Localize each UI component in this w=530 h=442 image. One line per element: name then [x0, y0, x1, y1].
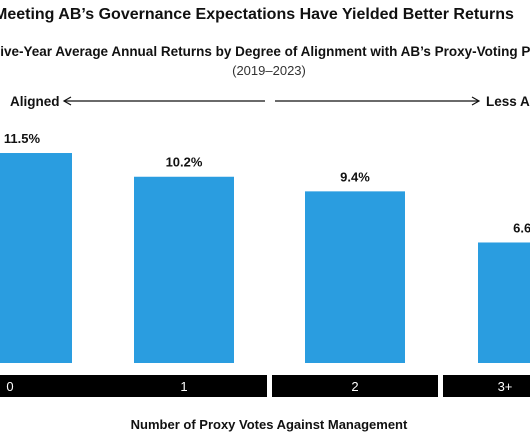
bar-1: [134, 176, 234, 363]
chart-period: (2019–2023): [232, 63, 306, 78]
x-tick-label-2: 2: [351, 379, 358, 394]
x-band-3+: [443, 375, 530, 397]
x-band-2: [272, 375, 438, 397]
bar-2: [305, 191, 405, 363]
x-tick-label-1: 1: [180, 379, 187, 394]
x-band-1: [101, 375, 267, 397]
value-label-0: 11.5%: [4, 131, 41, 146]
x-tick-label-3+: 3+: [498, 379, 513, 394]
value-label-1: 10.2%: [166, 155, 203, 170]
chart-subtitle: Five-Year Average Annual Returns by Degr…: [0, 44, 530, 59]
bar-0: [0, 153, 72, 363]
bar-3+: [478, 242, 530, 363]
chart-title: Meeting AB’s Governance Expectations Hav…: [0, 6, 514, 23]
x-axis-bands: [0, 375, 530, 397]
direction-label-less-aligned: Less Aligned: [486, 94, 530, 109]
x-tick-labels: 0 1 2 3+: [6, 379, 512, 394]
value-label-2: 9.4%: [340, 169, 370, 184]
direction-arrow-right: [275, 96, 481, 106]
direction-arrow-left: [62, 96, 265, 106]
x-axis-label: Number of Proxy Votes Against Management: [131, 417, 408, 432]
x-tick-label-0: 0: [6, 379, 13, 394]
value-label-3+: 6.6%: [513, 220, 530, 235]
direction-label-aligned: Aligned: [10, 94, 60, 109]
value-labels: 11.5% 10.2% 9.4% 6.6%: [4, 131, 530, 235]
bars: [0, 153, 530, 363]
